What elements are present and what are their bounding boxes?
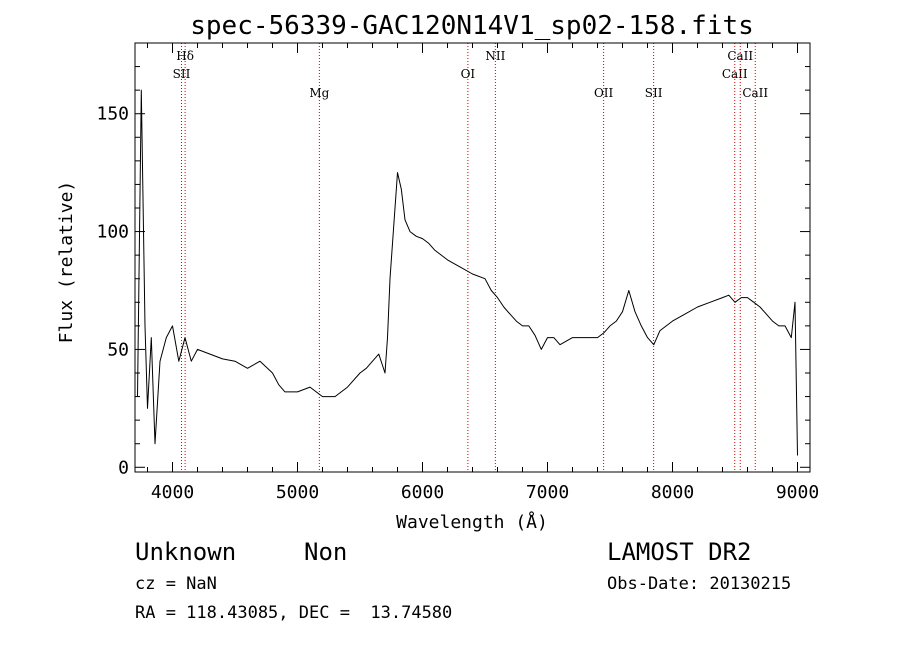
coordinates-label: RA = 118.43085, DEC = 13.74580	[135, 603, 453, 623]
line-marker-label: CaII	[742, 86, 768, 100]
x-tick-label: 5000	[276, 482, 319, 503]
line-marker-label: OII	[594, 86, 614, 100]
y-tick-label: 150	[96, 104, 129, 125]
x-axis-label: Wavelength (Å)	[396, 511, 548, 533]
spectrum-line	[137, 89, 798, 456]
y-tick-label: 50	[107, 339, 129, 360]
x-tick-label: 6000	[401, 482, 444, 503]
x-tick-label: 8000	[651, 482, 694, 503]
line-marker-label: Hδ	[176, 49, 194, 63]
x-tick-label: 9000	[776, 482, 819, 503]
y-tick-label: 0	[118, 457, 129, 478]
line-marker-label: CaII	[727, 49, 753, 63]
plot-frame	[134, 42, 811, 473]
y-tick-label: 100	[96, 222, 129, 243]
y-axis-label: Flux (relative)	[56, 181, 77, 344]
axes: 4000 5000 6000 7000 8000 9000 0 50 100 150	[96, 43, 819, 503]
classification-label: Unknown	[135, 538, 237, 566]
survey-label: LAMOST DR2	[607, 538, 752, 566]
spectrum-series	[137, 89, 798, 456]
spectral-line-markers: Hδ SII Mg OI NII OII SII CaII CaII CaII	[173, 43, 768, 472]
line-marker-label: SII	[173, 67, 191, 81]
obs-date-label: Obs-Date: 20130215	[607, 574, 792, 594]
x-tick-label: 4000	[151, 482, 194, 503]
line-marker-label: Mg	[309, 86, 329, 100]
subclass-label: Non	[304, 538, 348, 566]
line-marker-label: CaII	[722, 67, 748, 81]
x-tick-label: 7000	[526, 482, 569, 503]
line-marker-label: OI	[461, 67, 476, 81]
chart-title: spec-56339-GAC120N14V1_sp02-158.fits	[190, 11, 754, 41]
redshift-label: cz = NaN	[135, 574, 217, 594]
line-marker-label: SII	[645, 86, 663, 100]
line-marker-label: NII	[485, 49, 505, 63]
